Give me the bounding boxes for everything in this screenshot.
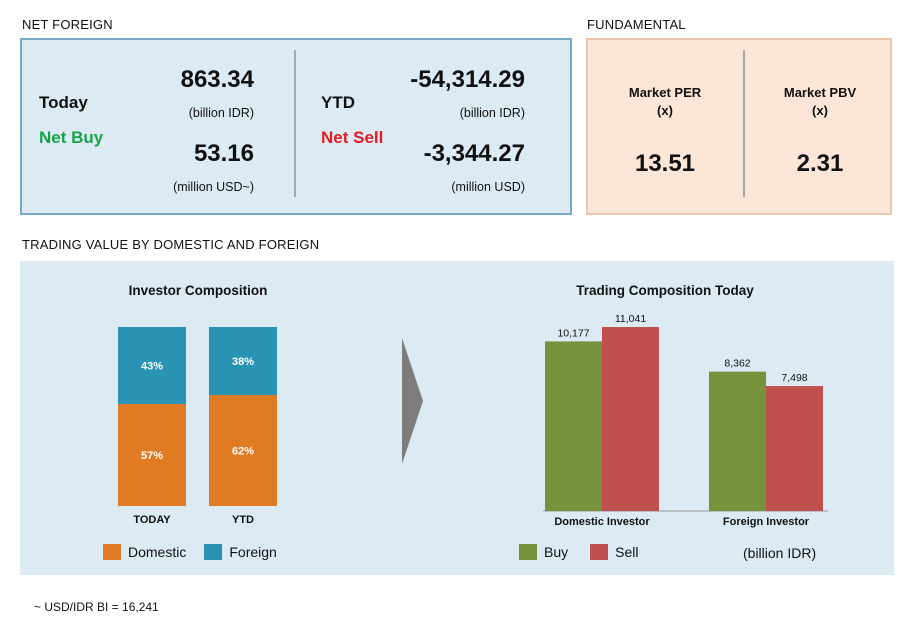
bar-domestic-today	[118, 403, 186, 506]
pbv-value: 2.31	[796, 150, 844, 177]
data-label-sell-domestic-investor: 11,041	[615, 313, 646, 325]
data-label-domestic-ytd: 62%	[232, 446, 254, 458]
ytd-status: Net Sell	[321, 128, 384, 147]
trading-composition-title: Trading Composition Today	[576, 283, 754, 298]
investor-composition-title: Investor Composition	[128, 283, 268, 298]
pbv-label: Market PBV (x)	[743, 84, 897, 120]
investor-composition-chart: 57% 43% TODAY 62% 38% YTD	[118, 327, 277, 526]
bar-buy-foreign-investor	[709, 371, 766, 511]
today-idr-value: 863.34	[180, 66, 254, 93]
per-label-line2: (x)	[657, 103, 673, 118]
data-label-sell-foreign-investor: 7,498	[781, 372, 807, 384]
legend-sell-swatch	[590, 544, 609, 560]
legend-foreign-swatch	[204, 544, 223, 560]
trading-section-title: TRADING VALUE BY DOMESTIC AND FOREIGN	[22, 237, 320, 252]
ytd-label: YTD	[321, 93, 355, 112]
net-foreign-divider	[294, 50, 296, 197]
pbv-label-line2: (x)	[812, 103, 828, 118]
data-label-domestic-today: 57%	[141, 450, 163, 462]
trading-composition-chart: 10,177 11,041 Domestic Investor 8,362 7,498 F…	[543, 313, 828, 528]
net-foreign-section-title: NET FOREIGN	[22, 17, 113, 32]
data-label-foreign-ytd: 38%	[232, 356, 254, 368]
x-tick-label-foreign-investor: Foreign Investor	[723, 516, 810, 528]
ytd-usd-unit: (million USD)	[451, 180, 525, 194]
trading-unit-note: (billion IDR)	[743, 545, 817, 561]
legend-buy-swatch	[519, 544, 537, 560]
net-foreign-panel: Today Net Buy 863.34 (billion IDR) 53.16…	[20, 38, 572, 215]
bar-domestic-ytd	[209, 395, 277, 506]
x-tick-label-ytd: YTD	[232, 514, 254, 526]
chevron-right-icon	[402, 338, 423, 464]
legend-foreign-label: Foreign	[229, 544, 277, 560]
fundamental-panel: Market PER (x) 13.51 Market PBV (x) 2.31	[586, 38, 892, 215]
ytd-usd-value: -3,344.27	[423, 140, 525, 167]
bar-sell-domestic-investor	[602, 327, 659, 511]
per-label: Market PER (x)	[588, 84, 742, 120]
bar-sell-foreign-investor	[766, 386, 823, 511]
trading-value-panel: Investor Composition 57% 43% TODAY 62% 38% YT…	[20, 261, 894, 575]
x-tick-label-domestic-investor: Domestic Investor	[554, 516, 650, 528]
today-idr-unit: (billion IDR)	[188, 106, 254, 120]
legend-buy-label: Buy	[544, 544, 569, 560]
bar-foreign-today	[118, 327, 186, 404]
composition-legend: Domestic Foreign	[103, 544, 277, 560]
per-value: 13.51	[634, 150, 696, 177]
fundamental-divider	[743, 50, 745, 197]
legend-sell-label: Sell	[615, 544, 639, 560]
x-tick-label-today: TODAY	[133, 514, 171, 526]
per-label-line1: Market PER	[628, 85, 702, 100]
data-label-buy-domestic-investor: 10,177	[557, 327, 589, 339]
trading-legend: Buy Sell	[519, 544, 638, 560]
fundamental-section-title: FUNDAMENTAL	[587, 17, 686, 32]
today-usd-value: 53.16	[193, 140, 254, 167]
data-label-foreign-today: 43%	[141, 360, 163, 372]
pbv-label-line1: Market PBV	[783, 85, 857, 100]
data-label-buy-foreign-investor: 8,362	[724, 358, 750, 370]
today-label: Today	[39, 93, 88, 112]
bar-buy-domestic-investor	[545, 341, 602, 511]
today-status: Net Buy	[39, 128, 104, 147]
footnote: ~ USD/IDR BI = 16,241	[34, 600, 159, 614]
ytd-idr-unit: (billion IDR)	[459, 106, 525, 120]
legend-domestic-label: Domestic	[128, 544, 187, 560]
today-usd-unit: (million USD~)	[173, 180, 254, 194]
legend-domestic-swatch	[103, 544, 121, 560]
bar-foreign-ytd	[209, 327, 277, 396]
ytd-idr-value: -54,314.29	[410, 66, 525, 93]
